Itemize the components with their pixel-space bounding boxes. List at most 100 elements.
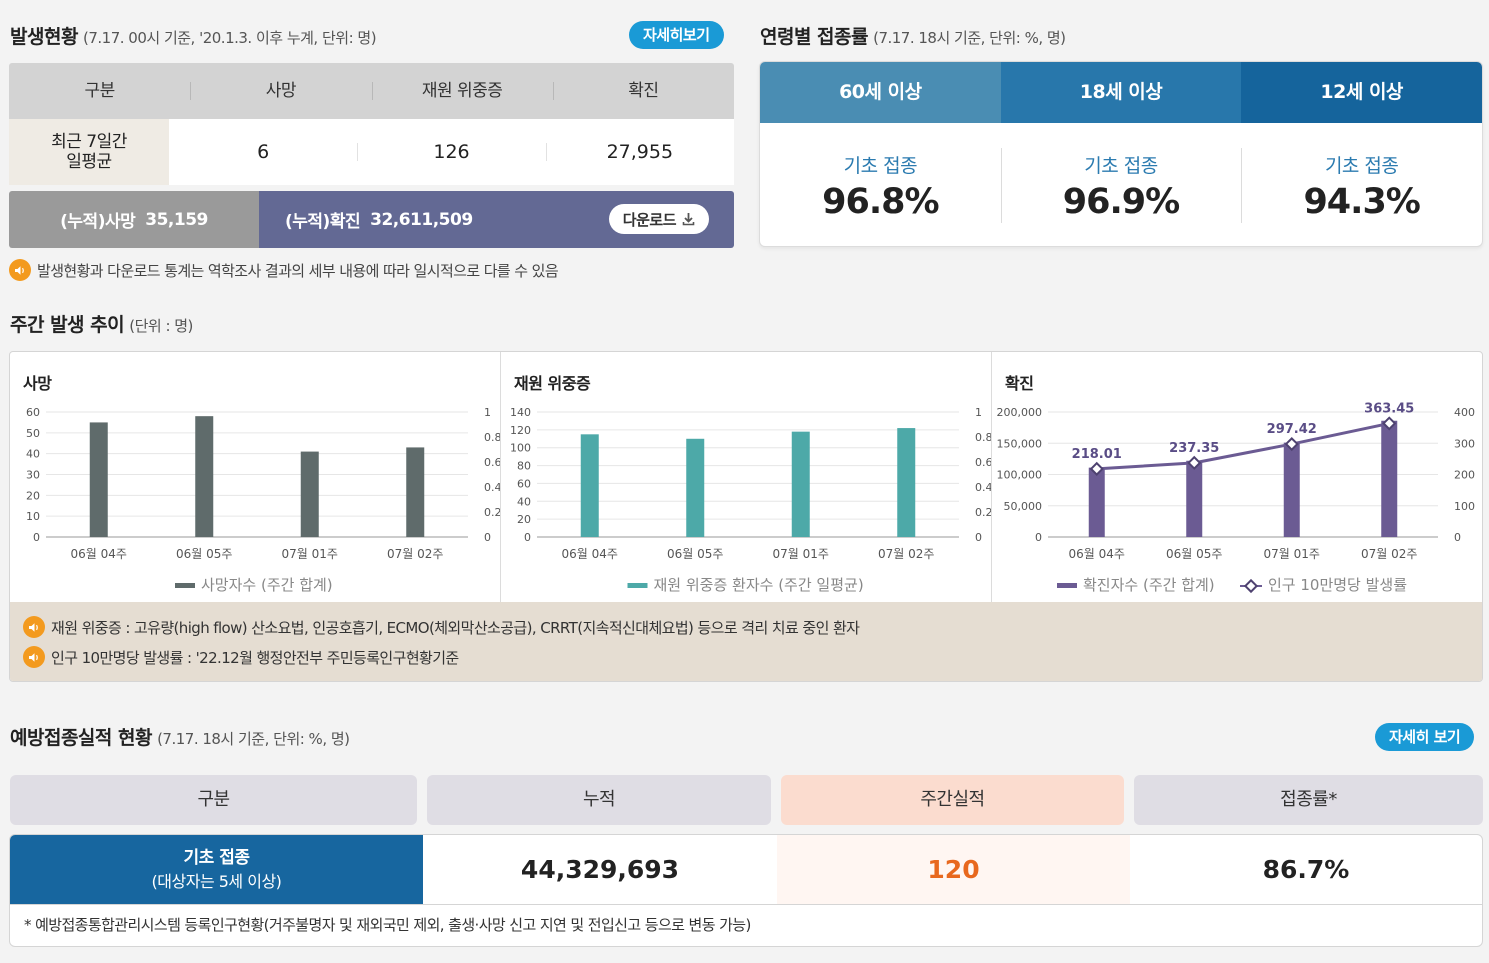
severe-value: 126 xyxy=(357,119,545,185)
status-note: 발생현황과 다운로드 통계는 역학조사 결과의 세부 내용에 따라 일시적으로 … xyxy=(9,259,559,281)
y-tick-label: 0 xyxy=(524,531,531,544)
status-subtitle: (7.17. 00시 기준, '20.1.3. 이후 누계, 단위: 명) xyxy=(83,29,377,47)
bar xyxy=(1088,467,1105,537)
vaccination-footnote: * 예방접종통합관리시스템 등록인구현황(거주불명자 및 재외국민 제외, 출생… xyxy=(10,904,1482,946)
status-table: 구분 사망 재원 위중증 확진 최근 7일간 일평균 6 126 27,955 xyxy=(9,63,734,185)
incidence-line xyxy=(1096,421,1390,471)
vp-sublabel: (대상자는 5세 이상) xyxy=(151,871,282,891)
x-tick-label: 06월 05주 xyxy=(1166,547,1222,561)
y-tick-label: 150,000 xyxy=(997,437,1043,450)
y-tick-label: 140 xyxy=(510,406,531,419)
vp-header-weekly: 주간실적 xyxy=(781,775,1124,825)
y2-tick-label: 0.4 xyxy=(484,481,500,494)
note-incidence-basis: 인구 10만명당 발생률 : '22.12월 행정안전부 주민등록인구현황기준 xyxy=(23,642,1469,672)
y2-tick-label: 400 xyxy=(1454,406,1475,419)
vaccination-row: 기초 접종 (대상자는 5세 이상) 44,329,693 120 86.7% xyxy=(10,835,1482,904)
y2-tick-label: 0.6 xyxy=(484,456,500,469)
weekly-subtitle: (단위 : 명) xyxy=(129,317,193,335)
x-tick-label: 07월 01주 xyxy=(282,547,338,561)
bar xyxy=(897,428,916,537)
y-tick-label: 20 xyxy=(26,489,40,502)
y-tick-label: 20 xyxy=(517,513,531,526)
weekly-header: 주간 발생 추이 (단위 : 명) xyxy=(10,310,193,337)
tab-60-plus[interactable]: 60세 이상 xyxy=(760,62,1001,123)
row-label-line2: 일평균 xyxy=(66,152,112,172)
speaker-icon xyxy=(23,616,45,638)
note-text: 인구 10만명당 발생률 : '22.12월 행정안전부 주민등록인구현황기준 xyxy=(51,648,459,667)
bar xyxy=(1186,460,1203,537)
cumulative-confirmed-label: (누적)확진 xyxy=(285,212,361,232)
legend-swatch xyxy=(627,583,648,588)
legend-label: 인구 10만명당 발생률 xyxy=(1268,576,1407,594)
y-tick-label: 10 xyxy=(26,510,40,523)
bar xyxy=(89,422,108,537)
y2-tick-label: 0.2 xyxy=(975,506,991,519)
age-label: 기초 접종 xyxy=(1324,155,1399,177)
cumulative-confirmed: (누적)확진 32,611,509 다운로드 xyxy=(259,191,734,248)
y-tick-label: 120 xyxy=(510,424,531,437)
chart-death: 60 50 40 30 20 10 0 1 0.8 0.6 0.4 0.2 0 06월 04주 06월 05… xyxy=(26,406,502,594)
status-table-row: 최근 7일간 일평균 6 126 27,955 xyxy=(9,119,734,185)
bar xyxy=(406,447,425,537)
tab-12-plus[interactable]: 12세 이상 xyxy=(1241,62,1482,123)
x-tick-label: 07월 02주 xyxy=(1361,547,1417,561)
chart-panel-confirmed: 확진 200,000 150,000 100,000 50,000 0 400 300 200… xyxy=(991,352,1482,602)
x-tick-label: 07월 01주 xyxy=(1264,547,1320,561)
tab-18-plus[interactable]: 18세 이상 xyxy=(1000,62,1242,123)
age-col-60: 기초 접종 96.8% xyxy=(760,123,1001,246)
vaccination-table-header: 구분 누적 주간실적 접종률* xyxy=(10,775,1483,825)
speaker-icon xyxy=(9,259,31,281)
age-subtitle: (7.17. 18시 기준, 단위: %, 명) xyxy=(873,29,1066,47)
y-tick-label: 50,000 xyxy=(1004,500,1043,513)
chart-confirmed: 200,000 150,000 100,000 50,000 0 400 300 200 100… xyxy=(997,401,1476,594)
bar xyxy=(580,434,599,537)
y2-tick-label: 0.4 xyxy=(975,481,991,494)
y-tick-label: 60 xyxy=(517,477,531,490)
legend-label: 재원 위중증 환자수 (주간 일평균) xyxy=(654,576,864,594)
y-tick-label: 200,000 xyxy=(997,406,1043,419)
chart-notes: 재원 위중증 : 고유량(high flow) 산소요법, 인공호흡기, ECM… xyxy=(10,602,1482,681)
header-death: 사망 xyxy=(190,63,371,119)
vp-cumulative: 44,329,693 xyxy=(520,855,680,884)
age-card: 60세 이상 18세 이상 12세 이상 기초 접종 96.8% 기초 접종 9… xyxy=(759,61,1483,247)
note-text: 재원 위중증 : 고유량(high flow) 산소요법, 인공호흡기, ECM… xyxy=(51,618,860,637)
chart-title-death: 사망 xyxy=(23,374,52,393)
status-note-text: 발생현황과 다운로드 통계는 역학조사 결과의 세부 내용에 따라 일시적으로 … xyxy=(37,261,559,280)
chart-title-severe: 재원 위중증 xyxy=(514,374,591,393)
confirmed-value: 27,955 xyxy=(545,119,734,185)
cumulative-confirmed-value: 32,611,509 xyxy=(370,209,473,230)
age-value: 96.9% xyxy=(1062,182,1180,222)
status-header: 발생현황 (7.17. 00시 기준, '20.1.3. 이후 누계, 단위: … xyxy=(10,22,377,49)
x-tick-label: 07월 02주 xyxy=(878,547,934,561)
status-detail-button[interactable]: 자세히보기 xyxy=(629,21,724,49)
cumulative-death: (누적)사망 35,159 xyxy=(9,191,259,248)
download-label: 다운로드 xyxy=(622,210,677,229)
incidence-point xyxy=(1382,416,1397,431)
bar xyxy=(791,431,810,537)
download-button[interactable]: 다운로드 xyxy=(608,204,709,234)
x-tick-label: 07월 01주 xyxy=(773,547,829,561)
vaccination-table: 기초 접종 (대상자는 5세 이상) 44,329,693 120 86.7% … xyxy=(9,834,1483,947)
vaccination-detail-button[interactable]: 자세히 보기 xyxy=(1375,723,1475,751)
row-label-line1: 최근 7일간 xyxy=(51,132,127,152)
status-title: 발생현황 xyxy=(10,26,78,48)
y-tick-label: 40 xyxy=(517,495,531,508)
y2-tick-label: 0.8 xyxy=(484,431,500,444)
vaccination-header: 예방접종실적 현황 (7.17. 18시 기준, 단위: %, 명) xyxy=(10,723,350,750)
vaccination-subtitle: (7.17. 18시 기준, 단위: %, 명) xyxy=(157,730,350,748)
age-header: 연령별 접종률 (7.17. 18시 기준, 단위: %, 명) xyxy=(760,22,1066,49)
header-severe: 재원 위중증 xyxy=(371,63,553,119)
vp-header-cumulative: 누적 xyxy=(427,775,771,825)
bar xyxy=(300,451,319,537)
y2-tick-label: 0.6 xyxy=(975,456,991,469)
weekly-title: 주간 발생 추이 xyxy=(10,314,125,336)
weekly-charts: 사망 60 50 40 30 20 10 0 1 0.8 0.6 0.4 0.2 0 06월 04주 06월… xyxy=(9,351,1483,682)
vp-row-label: 기초 접종 (대상자는 5세 이상) xyxy=(10,835,423,904)
age-label: 기초 접종 xyxy=(843,155,918,177)
cumulative-death-value: 35,159 xyxy=(145,209,208,230)
y-tick-label: 30 xyxy=(26,469,40,482)
vp-weekly: 120 xyxy=(777,835,1130,904)
y2-tick-label: 1 xyxy=(484,406,491,419)
chart-title-confirmed: 확진 xyxy=(1005,374,1034,393)
vp-header-rate: 접종률* xyxy=(1134,775,1483,825)
